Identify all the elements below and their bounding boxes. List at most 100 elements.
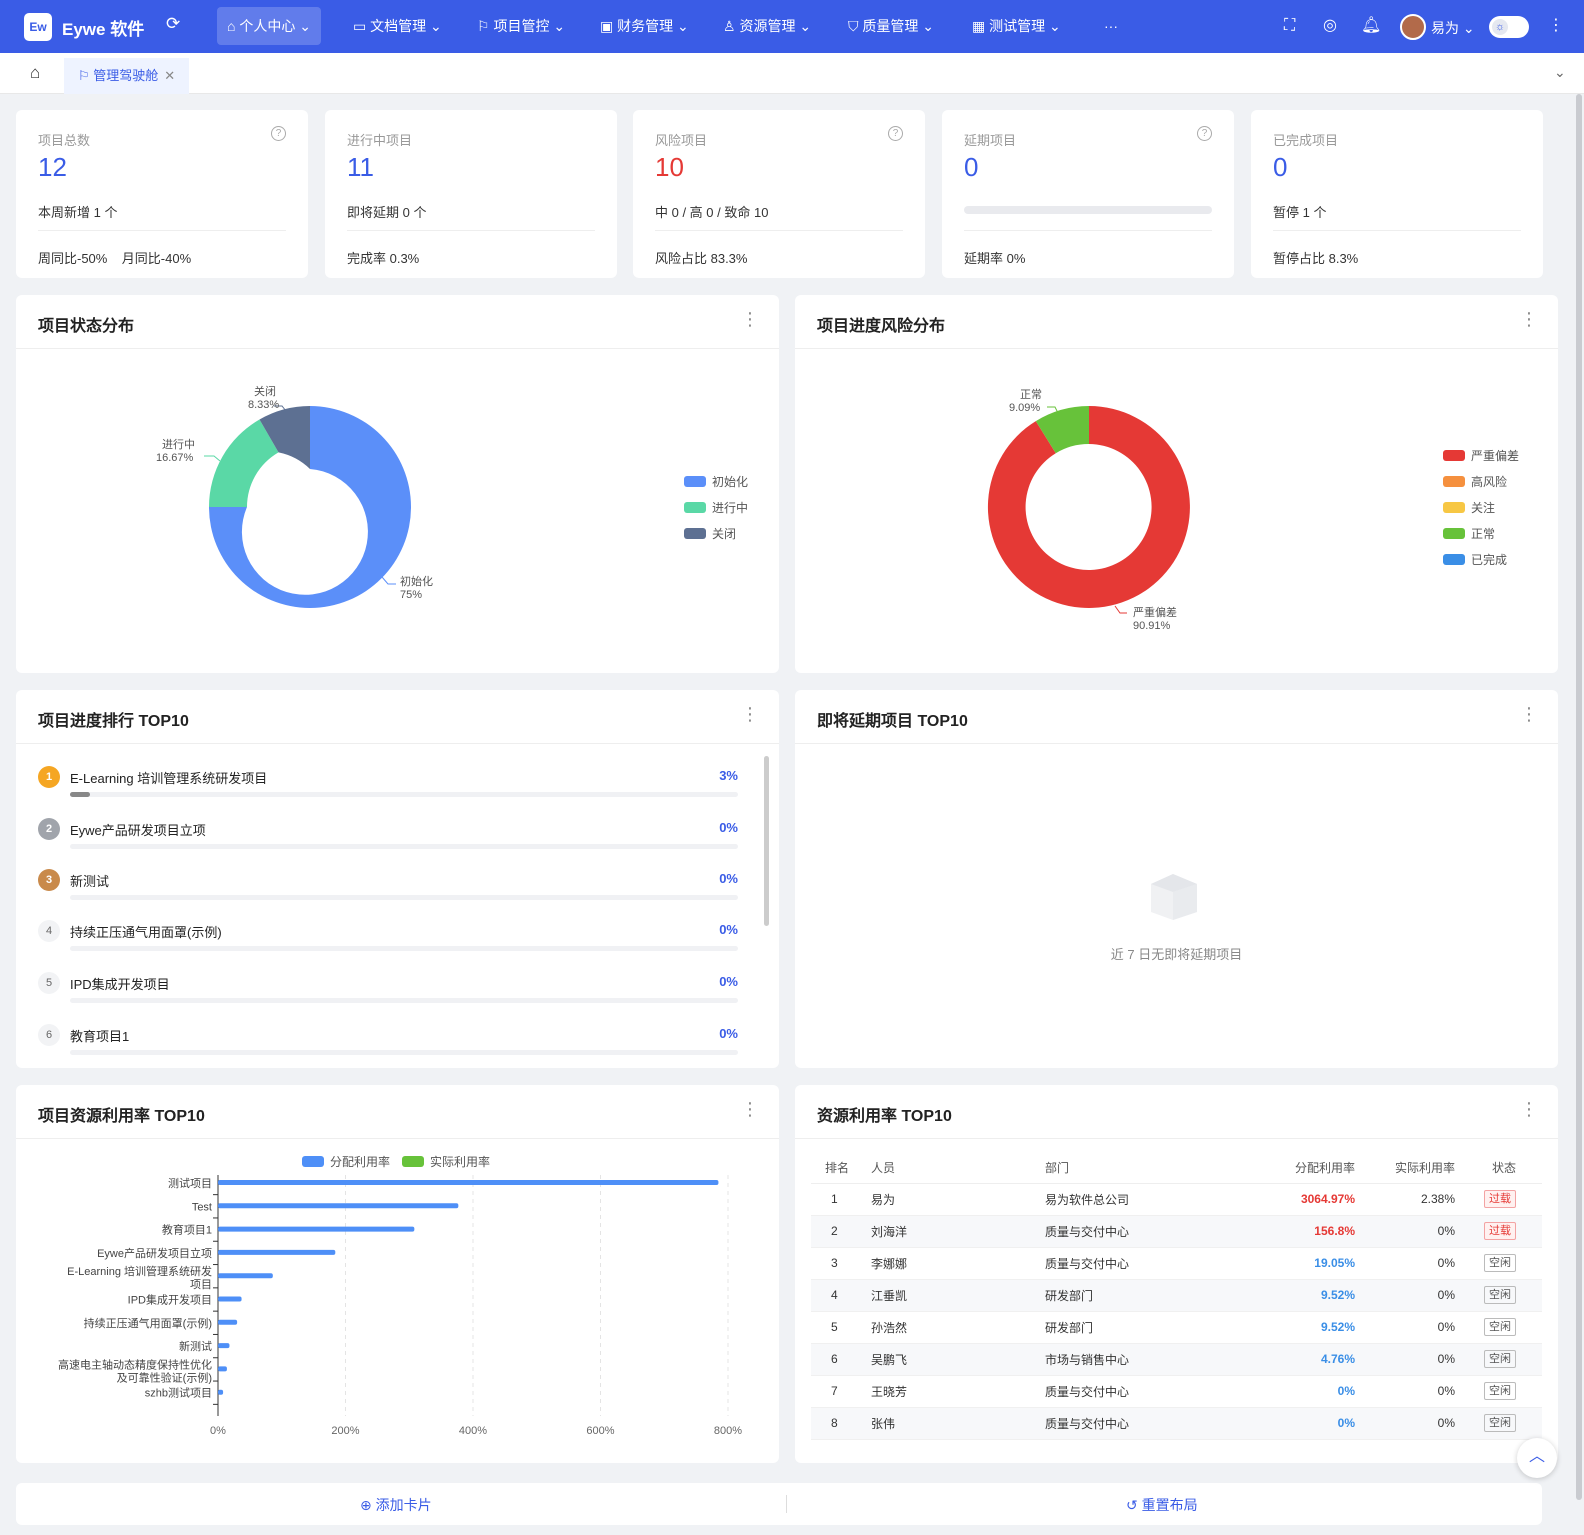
cell-dept: 易为软件总公司 <box>1045 1183 1225 1216</box>
scrollbar[interactable] <box>764 756 769 926</box>
rank-item[interactable]: 6 教育项目1 0% <box>38 1022 738 1068</box>
divider <box>38 230 286 231</box>
cell-name: 王晓芳 <box>861 1375 1045 1408</box>
avatar[interactable] <box>1400 14 1426 40</box>
label-closed-name: 关闭 <box>254 384 276 398</box>
chevron-down-icon[interactable]: ⌄ <box>1554 64 1566 80</box>
col-dept: 部门 <box>1045 1153 1225 1184</box>
logo: Ew <box>24 13 52 41</box>
cell-rank: 6 <box>811 1343 861 1376</box>
panel-title: 项目资源利用率 TOP10 <box>38 1108 205 1125</box>
table-row[interactable]: 8 张伟 质量与交付中心 0% 0% 空闲 <box>811 1407 1542 1440</box>
rank-progress-track <box>70 1050 738 1055</box>
cell-actual: 0% <box>1355 1407 1455 1440</box>
refresh-icon[interactable]: ⟳ <box>166 14 181 33</box>
legend-severe[interactable]: 严重偏差 <box>1443 447 1519 464</box>
nav-personal-center[interactable]: ⌂ 个人中心 ⌄ <box>217 7 321 45</box>
tab-dashboard[interactable]: ⚐ 管理驾驶舱 ✕ <box>64 58 190 94</box>
risk-distribution-panel: 项目进度风险分布 ⋮ 正常 9.09% 严重偏差 90.91% 严重偏差 高风险 … <box>795 295 1558 673</box>
x-tick-label: 0% <box>210 1425 226 1437</box>
rank-item[interactable]: 2 Eywe产品研发项目立项 0% <box>38 816 738 868</box>
more-vertical-icon[interactable]: ⋮ <box>1520 309 1538 329</box>
bar-allocated[interactable] <box>218 1226 415 1232</box>
more-vertical-icon[interactable]: ⋮ <box>1520 704 1538 724</box>
more-vertical-icon[interactable]: ⋮ <box>741 1099 759 1119</box>
globe-icon[interactable]: ◎ <box>1323 17 1337 34</box>
cell-dept: 质量与交付中心 <box>1045 1247 1225 1280</box>
empty-box-icon <box>1151 874 1197 920</box>
nav-more-button[interactable]: ··· <box>1104 18 1118 34</box>
rank-progress-track <box>70 946 738 951</box>
legend-attention[interactable]: 关注 <box>1443 499 1495 516</box>
cell-alloc: 3064.97% <box>1225 1183 1355 1216</box>
nav-test-management[interactable]: ▦ 测试管理 ⌄ <box>972 18 1061 34</box>
legend-normal[interactable]: 正常 <box>1443 525 1495 542</box>
add-card-button[interactable]: ⊕ 添加卡片 <box>360 1497 432 1513</box>
progress-rank-panel: 项目进度排行 TOP10 ⋮ 1 E-Learning 培训管理系统研发项目 3%… <box>16 690 779 1068</box>
legend-high-risk[interactable]: 高风险 <box>1443 473 1507 490</box>
bell-icon[interactable]: 🔔︎ <box>1361 17 1382 34</box>
table-row[interactable]: 2 刘海洋 质量与交付中心 156.8% 0% 过载 <box>811 1215 1542 1248</box>
table-row[interactable]: 5 孙浩然 研发部门 9.52% 0% 空闲 <box>811 1311 1542 1344</box>
nav-quality-management[interactable]: ⛉ 质量管理 ⌄ <box>848 18 935 34</box>
bar-allocated[interactable] <box>218 1319 238 1325</box>
cell-name: 吴鹏飞 <box>861 1343 1045 1376</box>
back-to-top-button[interactable]: ︿ <box>1517 1438 1557 1478</box>
table-row[interactable]: 4 江垂凯 研发部门 9.52% 0% 空闲 <box>811 1279 1542 1312</box>
more-vertical-icon[interactable]: ⋮ <box>741 704 759 724</box>
table-row[interactable]: 7 王晓芳 质量与交付中心 0% 0% 空闲 <box>811 1375 1542 1408</box>
col-actual: 实际利用率 <box>1355 1153 1455 1184</box>
home-tab-icon[interactable]: ⌂ <box>30 63 41 82</box>
rank-item[interactable]: 4 持续正压通气用面罩(示例) 0% <box>38 918 738 970</box>
app-name: Eywe 软件 <box>62 20 145 39</box>
y-tick-label: 新测试 <box>179 1339 212 1353</box>
status-donut-chart: 关闭 8.33% 进行中 16.67% 初始化 75% <box>156 384 433 608</box>
legend-init[interactable]: 初始化 <box>684 473 748 490</box>
table-row[interactable]: 3 李娜娜 质量与交付中心 19.05% 0% 空闲 <box>811 1247 1542 1280</box>
close-icon[interactable]: ✕ <box>164 68 176 83</box>
nav-resource-management[interactable]: ♙ 资源管理 ⌄ <box>723 18 812 34</box>
legend-closed[interactable]: 关闭 <box>684 525 736 542</box>
undo-icon: ↺ <box>1126 1497 1142 1513</box>
bar-allocated[interactable] <box>218 1389 224 1395</box>
rank-item[interactable]: 1 E-Learning 培训管理系统研发项目 3% <box>38 764 738 816</box>
nav-finance-management[interactable]: ▣ 财务管理 ⌄ <box>600 18 689 34</box>
legend-progress[interactable]: 进行中 <box>684 499 748 516</box>
bar-allocated[interactable] <box>218 1180 719 1185</box>
bar-allocated[interactable] <box>218 1296 242 1302</box>
more-vertical-icon[interactable]: ⋮ <box>1520 1099 1538 1119</box>
panel-title: 资源利用率 TOP10 <box>817 1108 952 1125</box>
divider <box>1273 230 1521 231</box>
panel-title: 项目进度排行 TOP10 <box>38 713 189 730</box>
bar-allocated[interactable] <box>218 1273 273 1279</box>
rank-item[interactable]: 3 新测试 0% <box>38 867 738 919</box>
help-icon[interactable]: ? <box>888 126 903 141</box>
theme-toggle[interactable]: ☼ <box>1489 16 1529 38</box>
nav-project-control[interactable]: ⚐ 项目管控 ⌄ <box>477 18 566 34</box>
table-row[interactable]: 6 吴鹏飞 市场与销售中心 4.76% 0% 空闲 <box>811 1343 1542 1376</box>
label-line <box>1114 605 1127 614</box>
legend-completed[interactable]: 已完成 <box>1443 551 1507 568</box>
cell-rank: 5 <box>811 1311 861 1344</box>
rank-item[interactable]: 5 IPD集成开发项目 0% <box>38 970 738 1022</box>
bar-allocated[interactable] <box>218 1249 336 1255</box>
cell-rank: 3 <box>811 1247 861 1280</box>
page-scrollbar[interactable] <box>1576 94 1582 1500</box>
help-icon[interactable]: ? <box>271 126 286 141</box>
bar-allocated[interactable] <box>218 1343 230 1349</box>
help-icon[interactable]: ? <box>1197 126 1212 141</box>
cell-dept: 质量与交付中心 <box>1045 1407 1225 1440</box>
cell-actual: 0% <box>1355 1215 1455 1248</box>
more-vertical-icon[interactable]: ⋮ <box>741 309 759 329</box>
bar-allocated[interactable] <box>218 1203 459 1209</box>
rank-progress-track <box>70 792 738 797</box>
reset-layout-button[interactable]: ↺ 重置布局 <box>1126 1497 1198 1513</box>
legend-allocated[interactable]: 分配利用率 <box>302 1153 390 1170</box>
fullscreen-icon[interactable]: ⛶ <box>1284 17 1296 34</box>
legend-actual[interactable]: 实际利用率 <box>402 1153 490 1170</box>
table-row[interactable]: 1 易为 易为软件总公司 3064.97% 2.38% 过载 <box>811 1183 1542 1216</box>
more-vertical-icon[interactable]: ⋮ <box>1548 17 1564 34</box>
nav-document-management[interactable]: ▭ 文档管理 ⌄ <box>353 18 442 34</box>
bar-allocated[interactable] <box>218 1366 227 1372</box>
user-menu[interactable]: 易为 ⌄ <box>1431 20 1475 36</box>
